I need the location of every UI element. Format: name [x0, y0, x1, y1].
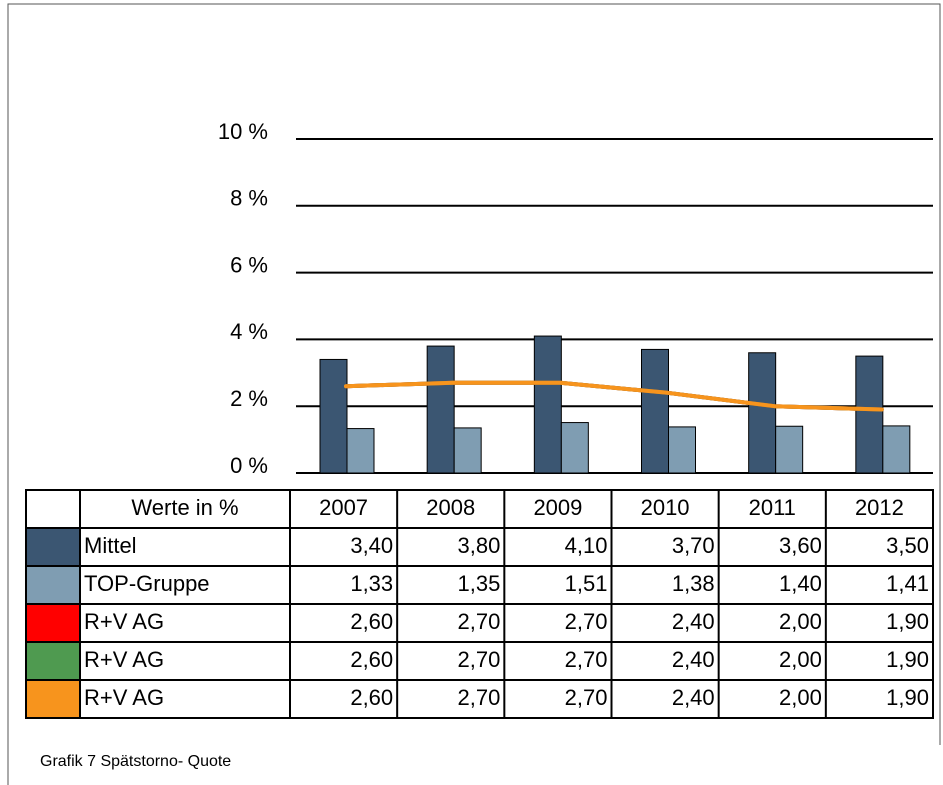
x-tick-label: 2007	[319, 495, 368, 520]
legend-swatch	[27, 643, 79, 679]
table-cell: 1,41	[886, 571, 929, 596]
legend-swatch	[27, 567, 79, 603]
bar	[319, 358, 348, 474]
legend-label: R+V AG	[84, 647, 164, 672]
bar	[346, 428, 375, 474]
x-tick-label: 2010	[641, 495, 690, 520]
y-tick-label: 6 %	[230, 252, 268, 277]
bar	[426, 345, 455, 474]
table-cell: 3,70	[672, 533, 715, 558]
table-cell: 1,35	[458, 571, 501, 596]
table-cell: 2,40	[672, 685, 715, 710]
bar	[641, 348, 669, 474]
line	[344, 380, 884, 412]
frame	[7, 3, 941, 785]
table-cell: 3,80	[458, 533, 501, 558]
table-cell: 3,50	[886, 533, 929, 558]
table-cell: 3,60	[779, 533, 822, 558]
table-cell: 2,60	[350, 647, 393, 672]
table-cell: 2,70	[458, 647, 501, 672]
legend-swatch	[27, 529, 79, 565]
bar	[882, 425, 911, 474]
x-tick-label: 2012	[855, 495, 904, 520]
table-cell: 1,90	[886, 685, 929, 710]
bar	[855, 355, 884, 474]
legend-label: TOP-Gruppe	[84, 571, 210, 596]
table-cell: 2,60	[350, 685, 393, 710]
x-tick-label: 2008	[426, 495, 475, 520]
bar	[668, 426, 696, 474]
bar	[560, 422, 589, 474]
bar	[453, 427, 482, 474]
legend-label: Mittel	[84, 533, 137, 558]
legend-label: R+V AG	[84, 685, 164, 710]
table-cell: 3,40	[350, 533, 393, 558]
x-tick-label: 2009	[533, 495, 582, 520]
y-tick-label: 4 %	[230, 319, 268, 344]
y-tick-label: 0 %	[230, 453, 268, 478]
legend-label: R+V AG	[84, 609, 164, 634]
y-tick-label: 10 %	[218, 119, 268, 144]
table-cell: 2,00	[779, 609, 822, 634]
table-cell: 2,60	[350, 609, 393, 634]
table-cell: 4,10	[565, 533, 608, 558]
table-cell: 2,00	[779, 647, 822, 672]
table-cell: 1,90	[886, 609, 929, 634]
table-cell: 2,70	[458, 609, 501, 634]
bar	[775, 425, 804, 474]
y-tick-label: 8 %	[230, 186, 268, 211]
table-cell: 1,51	[565, 571, 608, 596]
table-cell: 1,38	[672, 571, 715, 596]
table-cell: 1,33	[350, 571, 393, 596]
caption: Grafik 7 Spätstorno- Quote	[40, 753, 231, 770]
table-header: Werte in %	[131, 495, 238, 520]
x-tick-label: 2011	[749, 495, 796, 520]
table-cell: 2,70	[565, 647, 608, 672]
table-cell: 2,40	[672, 609, 715, 634]
table-cell: 1,90	[886, 647, 929, 672]
table-cell: 2,70	[565, 609, 608, 634]
table-cell: 1,40	[779, 571, 822, 596]
legend-swatch	[27, 605, 79, 641]
legend-swatch	[27, 681, 79, 717]
table-cell: 2,40	[672, 647, 715, 672]
bar	[533, 335, 562, 474]
table-cell: 2,00	[779, 685, 822, 710]
bar	[748, 352, 777, 474]
y-tick-label: 2 %	[230, 386, 268, 411]
table-cell: 2,70	[565, 685, 608, 710]
table-cell: 2,70	[458, 685, 501, 710]
